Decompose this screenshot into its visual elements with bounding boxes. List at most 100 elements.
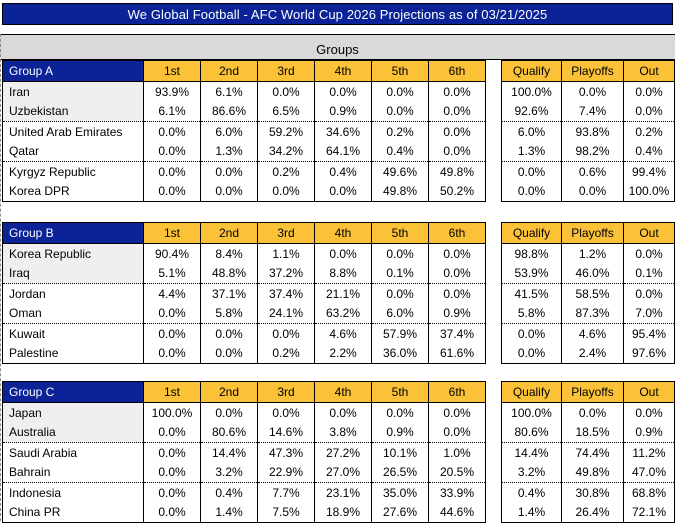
outcome-probability-cell: 0.0% — [501, 161, 562, 182]
position-probability-cell: 0.0% — [371, 101, 429, 122]
position-probability-cell: 3.2% — [200, 462, 258, 483]
team-row: Bahrain 0.0% 3.2% 22.9% 27.0% 26.5% 20.5% — [2, 462, 486, 483]
position-probability-cell: 34.2% — [257, 141, 315, 162]
outcome-probability-cell: 18.5% — [561, 422, 624, 443]
outcome-probability-cell: 41.5% — [501, 283, 562, 304]
position-probability-cell: 100.0% — [143, 402, 201, 423]
position-probability-cell: 47.3% — [257, 442, 315, 463]
position-probability-cell: 0.0% — [200, 181, 258, 202]
position-probability-cell: 48.8% — [200, 263, 258, 284]
position-probability-cell: 6.1% — [143, 101, 201, 122]
outcome-probability-cell: 0.0% — [561, 81, 624, 102]
position-probability-cell: 50.2% — [428, 181, 486, 202]
position-probability-cell: 0.2% — [257, 161, 315, 182]
outcomes-header-row: Qualify Playoffs Out — [501, 222, 675, 244]
outcome-probability-cell: 0.0% — [501, 343, 562, 364]
outcome-header: Qualify — [501, 60, 562, 82]
outcome-probability-cell: 2.4% — [561, 343, 624, 364]
team-row: Qatar 0.0% 1.3% 34.2% 64.1% 0.4% 0.0% — [2, 141, 486, 162]
outcome-row: 100.0% 0.0% 0.0% — [501, 81, 675, 102]
outcome-probability-cell: 68.8% — [623, 482, 675, 503]
position-probability-cell: 0.0% — [143, 422, 201, 443]
position-probability-cell: 35.0% — [371, 482, 429, 503]
outcome-row: 0.0% 0.0% 100.0% — [501, 181, 675, 202]
outcome-probability-cell: 80.6% — [501, 422, 562, 443]
position-probability-cell: 7.5% — [257, 502, 315, 523]
position-probability-cell: 0.0% — [200, 343, 258, 364]
groups-section-header: Groups — [0, 34, 675, 60]
position-probability-cell: 1.0% — [428, 442, 486, 463]
position-probability-cell: 27.0% — [314, 462, 372, 483]
position-probability-cell: 6.1% — [200, 81, 258, 102]
position-probability-cell: 37.2% — [257, 263, 315, 284]
position-probability-cell: 0.0% — [428, 263, 486, 284]
outcome-probability-cell: 0.0% — [623, 81, 675, 102]
outcome-probability-cell: 0.2% — [623, 121, 675, 142]
team-name-cell: Bahrain — [2, 462, 144, 483]
outcome-probability-cell: 0.9% — [623, 422, 675, 443]
outcome-probability-cell: 26.4% — [561, 502, 624, 523]
outcome-probability-cell: 97.6% — [623, 343, 675, 364]
team-row: United Arab Emirates 0.0% 6.0% 59.2% 34.6% 0.… — [2, 121, 486, 142]
team-name-cell: United Arab Emirates — [2, 121, 144, 142]
group-outcomes-table: Qualify Playoffs Out 100.0% 0.0% 0.0% 92.6% 7.4… — [501, 60, 675, 202]
outcome-probability-cell: 100.0% — [501, 81, 562, 102]
position-header: 5th — [371, 381, 429, 403]
position-probability-cell: 27.2% — [314, 442, 372, 463]
group-positions-table: Group C 1st 2nd 3rd 4th 5th 6th Japan 100.0% 0.0%… — [2, 381, 486, 523]
position-probability-cell: 3.8% — [314, 422, 372, 443]
team-name-cell: China PR — [2, 502, 144, 523]
position-probability-cell: 10.1% — [371, 442, 429, 463]
position-probability-cell: 8.4% — [200, 243, 258, 264]
position-header: 2nd — [200, 60, 258, 82]
position-header: 4th — [314, 381, 372, 403]
outcome-probability-cell: 0.4% — [623, 141, 675, 162]
position-header: 4th — [314, 60, 372, 82]
position-probability-cell: 23.1% — [314, 482, 372, 503]
position-probability-cell: 4.6% — [314, 323, 372, 344]
outcome-header: Playoffs — [561, 60, 624, 82]
team-name-cell: Palestine — [2, 343, 144, 364]
outcome-header: Qualify — [501, 381, 562, 403]
position-probability-cell: 86.6% — [200, 101, 258, 122]
outcome-probability-cell: 1.3% — [501, 141, 562, 162]
position-probability-cell: 37.1% — [200, 283, 258, 304]
position-probability-cell: 8.8% — [314, 263, 372, 284]
outcome-row: 92.6% 7.4% 0.0% — [501, 101, 675, 122]
position-probability-cell: 0.0% — [371, 81, 429, 102]
position-probability-cell: 0.0% — [314, 243, 372, 264]
position-probability-cell: 0.0% — [314, 81, 372, 102]
outcome-probability-cell: 5.8% — [501, 303, 562, 324]
position-probability-cell: 0.0% — [200, 402, 258, 423]
position-probability-cell: 1.1% — [257, 243, 315, 264]
team-row: Iraq 5.1% 48.8% 37.2% 8.8% 0.1% 0.0% — [2, 263, 486, 284]
outcome-probability-cell: 0.4% — [501, 482, 562, 503]
group-outcomes-table: Qualify Playoffs Out 100.0% 0.0% 0.0% 80.6% 18.… — [501, 381, 675, 523]
outcome-row: 80.6% 18.5% 0.9% — [501, 422, 675, 443]
position-probability-cell: 0.0% — [428, 81, 486, 102]
team-name-cell: Iraq — [2, 263, 144, 284]
outcome-probability-cell: 14.4% — [501, 442, 562, 463]
position-probability-cell: 5.1% — [143, 263, 201, 284]
team-name-cell: Uzbekistan — [2, 101, 144, 122]
position-probability-cell: 0.4% — [371, 141, 429, 162]
position-header: 1st — [143, 60, 201, 82]
outcome-probability-cell: 30.8% — [561, 482, 624, 503]
position-probability-cell: 0.0% — [257, 81, 315, 102]
position-header: 4th — [314, 222, 372, 244]
team-name-cell: Iran — [2, 81, 144, 102]
outcome-row: 5.8% 87.3% 7.0% — [501, 303, 675, 324]
outcome-probability-cell: 0.0% — [623, 402, 675, 423]
position-probability-cell: 0.0% — [371, 243, 429, 264]
team-name-cell: Qatar — [2, 141, 144, 162]
outcome-row: 6.0% 93.8% 0.2% — [501, 121, 675, 142]
outcome-probability-cell: 0.1% — [623, 263, 675, 284]
team-row: Australia 0.0% 80.6% 14.6% 3.8% 0.9% 0.0% — [2, 422, 486, 443]
outcome-row: 3.2% 49.8% 47.0% — [501, 462, 675, 483]
position-probability-cell: 21.1% — [314, 283, 372, 304]
position-probability-cell: 37.4% — [428, 323, 486, 344]
outcome-probability-cell: 1.2% — [561, 243, 624, 264]
position-probability-cell: 93.9% — [143, 81, 201, 102]
group-label: Group C — [2, 381, 144, 403]
position-header: 5th — [371, 60, 429, 82]
